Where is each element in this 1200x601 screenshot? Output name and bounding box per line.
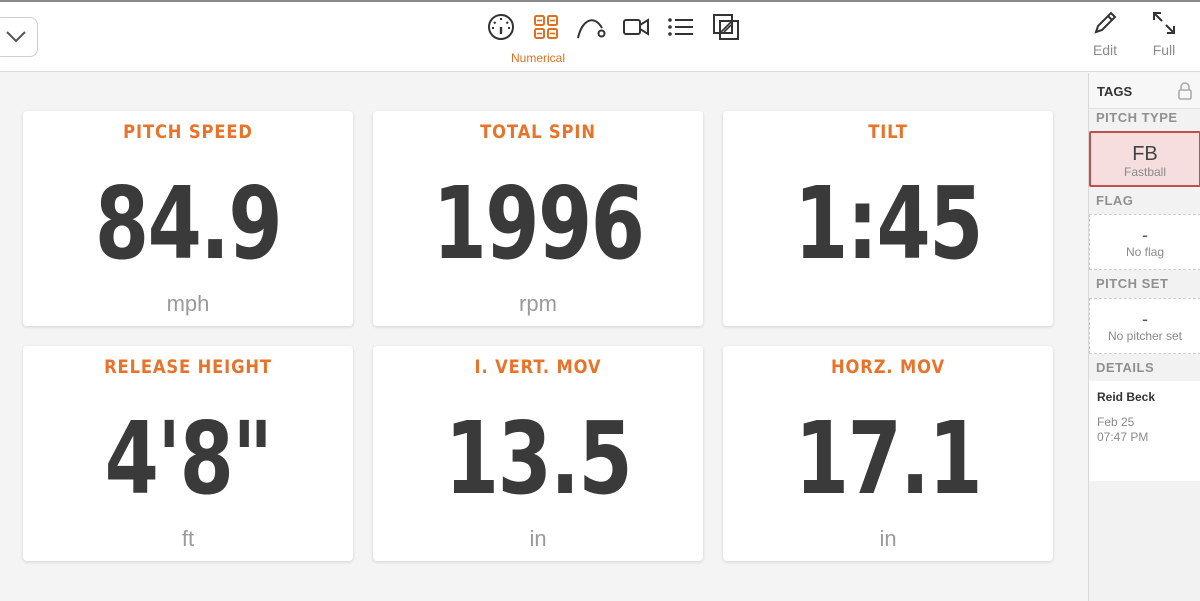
lock-icon[interactable] bbox=[1177, 81, 1193, 106]
tags-sidebar: TAGS PITCH TYPE FB Fastball FLAG - No fl… bbox=[1088, 73, 1200, 601]
view-gauge-button[interactable] bbox=[478, 12, 523, 42]
metrics-grid: PITCH SPEED 84.9 mph TOTAL SPIN 1996 rpm… bbox=[0, 73, 1088, 601]
gauge-icon bbox=[487, 14, 514, 40]
pitch-set-selector[interactable]: - No pitcher set bbox=[1089, 298, 1200, 354]
metric-title: TOTAL SPIN bbox=[480, 121, 596, 143]
metric-card-horizontal-movement[interactable]: HORZ. MOV 17.1 in bbox=[723, 346, 1053, 561]
view-numerical-button[interactable] bbox=[523, 12, 568, 42]
metric-title: TILT bbox=[868, 121, 908, 143]
video-icon bbox=[622, 18, 649, 36]
metric-title: PITCH SPEED bbox=[123, 121, 253, 143]
pitch-time: 07:47 PM bbox=[1097, 430, 1149, 444]
edit-button[interactable]: Edit bbox=[1080, 10, 1130, 66]
overlay-icon bbox=[712, 14, 739, 40]
metric-value: 13.5 bbox=[444, 400, 633, 517]
view-video-button[interactable] bbox=[613, 12, 658, 42]
toolbar: Numerical Edit Full bbox=[0, 2, 1200, 72]
flag-value: - bbox=[1142, 225, 1148, 245]
active-view-label: Numerical bbox=[510, 51, 565, 65]
details-panel: Reid Beck Feb 25 07:47 PM bbox=[1089, 381, 1200, 481]
view-overlay-button[interactable] bbox=[703, 12, 748, 42]
metric-unit: mph bbox=[166, 291, 210, 316]
flag-header: FLAG bbox=[1096, 193, 1134, 208]
flag-selector[interactable]: - No flag bbox=[1089, 214, 1200, 270]
chevron-down-icon bbox=[6, 31, 26, 43]
grid-icon bbox=[533, 15, 558, 39]
metric-card-pitch-speed[interactable]: PITCH SPEED 84.9 mph bbox=[23, 111, 353, 326]
pencil-icon bbox=[1094, 11, 1117, 34]
metric-unit: in bbox=[529, 526, 547, 551]
view-trajectory-button[interactable] bbox=[568, 12, 613, 42]
metric-value: 1996 bbox=[432, 165, 645, 282]
metric-title: I. VERT. MOV bbox=[474, 356, 602, 378]
view-switcher bbox=[478, 12, 748, 42]
pitch-timestamp: Feb 25 07:47 PM bbox=[1097, 415, 1148, 445]
pitch-set-header: PITCH SET bbox=[1096, 276, 1169, 291]
metric-card-tilt[interactable]: TILT 1:45 bbox=[723, 111, 1053, 326]
metric-value: 84.9 bbox=[94, 165, 283, 282]
metric-value: 4'8" bbox=[104, 400, 273, 517]
tags-header: TAGS bbox=[1089, 73, 1200, 109]
flag-subtitle: No flag bbox=[1125, 245, 1165, 259]
metric-unit: ft bbox=[181, 526, 195, 551]
player-name: Reid Beck bbox=[1097, 390, 1156, 404]
metric-value: 1:45 bbox=[794, 165, 983, 282]
edit-label: Edit bbox=[1092, 42, 1118, 58]
metric-unit: rpm bbox=[519, 291, 557, 316]
metric-unit: in bbox=[879, 526, 897, 551]
metric-title: RELEASE HEIGHT bbox=[104, 356, 272, 378]
pitch-date: Feb 25 bbox=[1097, 415, 1135, 429]
metric-card-vertical-movement[interactable]: I. VERT. MOV 13.5 in bbox=[373, 346, 703, 561]
details-header: DETAILS bbox=[1096, 360, 1155, 375]
pitch-type-name: Fastball bbox=[1123, 165, 1167, 179]
top-border bbox=[0, 0, 1200, 2]
view-list-button[interactable] bbox=[658, 12, 703, 42]
metric-title: HORZ. MOV bbox=[830, 356, 945, 378]
metric-card-total-spin[interactable]: TOTAL SPIN 1996 rpm bbox=[373, 111, 703, 326]
tags-label: TAGS bbox=[1097, 84, 1133, 99]
metric-value: 17.1 bbox=[794, 400, 983, 517]
list-icon bbox=[667, 18, 693, 36]
trajectory-icon bbox=[576, 19, 605, 39]
pitch-type-header: PITCH TYPE bbox=[1096, 110, 1178, 125]
full-label: Full bbox=[1152, 42, 1176, 58]
full-button[interactable]: Full bbox=[1139, 10, 1189, 66]
pitch-set-subtitle: No pitcher set bbox=[1107, 329, 1183, 343]
pitch-type-selector[interactable]: FB Fastball bbox=[1089, 131, 1200, 187]
collapse-button[interactable] bbox=[0, 17, 38, 57]
metric-card-release-height[interactable]: RELEASE HEIGHT 4'8" ft bbox=[23, 346, 353, 561]
expand-icon bbox=[1153, 12, 1175, 34]
pitch-set-value: - bbox=[1142, 309, 1148, 329]
pitch-type-code: FB bbox=[1132, 143, 1158, 165]
